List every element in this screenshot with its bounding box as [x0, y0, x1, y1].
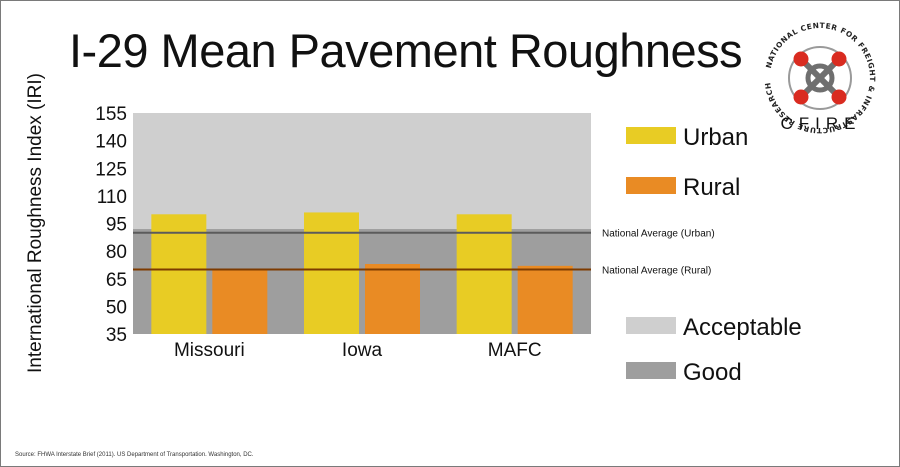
- source-note: Source: FHWA Interstate Brief (2011). US…: [15, 452, 254, 458]
- reference-label-urban: National Average (Urban): [602, 229, 715, 240]
- y-tick-label: 110: [97, 187, 127, 208]
- bar-urban-mafc: [456, 214, 512, 334]
- bar-urban-missouri: [151, 214, 207, 334]
- band-acceptable: [133, 113, 591, 230]
- y-tick-label: 155: [95, 104, 127, 125]
- y-tick-label: 50: [106, 297, 127, 318]
- y-tick-label: 125: [95, 159, 127, 180]
- legend-label-urban: Urban: [683, 124, 748, 151]
- y-tick-label: 65: [106, 270, 127, 291]
- bar-urban-iowa: [304, 212, 359, 334]
- bar-rural-iowa: [365, 264, 420, 334]
- category-label-iowa: Iowa: [342, 340, 383, 361]
- legend-label-rural: Rural: [683, 174, 740, 201]
- logo-wordmark: CFIRE: [780, 114, 862, 133]
- y-tick-label: 35: [106, 325, 127, 346]
- category-label-mafc: MAFC: [488, 340, 542, 361]
- y-tick-label: 140: [95, 132, 127, 153]
- y-axis-title: International Roughness Index (IRI): [25, 73, 46, 373]
- chart-title: I-29 Mean Pavement Roughness: [69, 24, 743, 77]
- band-good: [133, 229, 591, 334]
- cfire-logo-icon: NATIONAL CENTER FOR FREIGHT & INFRASTRUC…: [761, 19, 876, 135]
- category-label-missouri: Missouri: [174, 340, 245, 361]
- y-tick-label: 95: [106, 215, 127, 236]
- legend-swatch-urban: [626, 127, 676, 144]
- legend-swatch-acceptable: [626, 317, 676, 334]
- bar-rural-mafc: [517, 265, 573, 334]
- legend-label-acceptable: Acceptable: [683, 314, 802, 341]
- reference-label-rural: National Average (Rural): [602, 266, 711, 277]
- legend-swatch-rural: [626, 177, 676, 194]
- bar-rural-missouri: [212, 269, 268, 334]
- legend-swatch-good: [626, 362, 676, 379]
- y-tick-label: 80: [106, 242, 127, 263]
- legend-label-good: Good: [683, 359, 742, 386]
